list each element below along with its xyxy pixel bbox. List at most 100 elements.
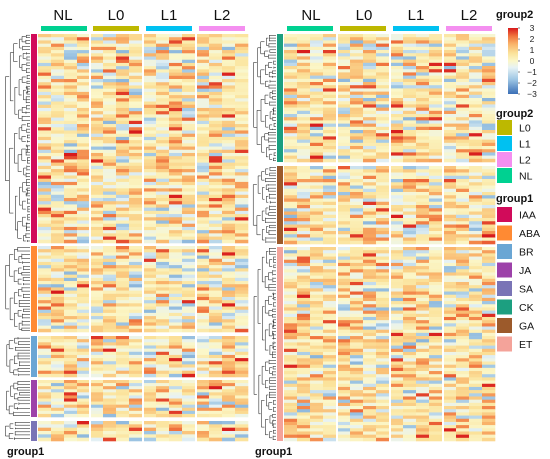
group1-swatch-br — [497, 244, 512, 259]
heatmap-cell — [443, 59, 457, 64]
heatmap-cell — [116, 194, 130, 199]
group2-swatch-l2 — [497, 152, 512, 167]
heatmap-cell — [469, 307, 483, 311]
colorscale-tick-label: 0 — [530, 56, 535, 66]
group1-swatch-et — [497, 336, 512, 352]
heatmap-cell — [103, 398, 117, 402]
heatmap-cell — [129, 152, 143, 157]
heatmap-cell — [337, 275, 351, 280]
heatmap-cell — [376, 371, 390, 375]
heatmap-cell — [222, 437, 236, 442]
heatmap-cell — [310, 82, 324, 86]
heatmap-cell — [376, 399, 390, 404]
heatmap-cell — [469, 66, 483, 70]
heatmap-cell — [297, 188, 311, 193]
heatmap-cell — [429, 85, 443, 89]
heatmap-cell — [156, 427, 170, 432]
heatmap-cell — [482, 291, 496, 295]
heatmap-cell — [129, 410, 143, 415]
heatmap-cell — [297, 266, 311, 270]
heatmap-cell — [482, 85, 496, 89]
heatmap-cell — [77, 274, 91, 279]
heatmap-cell — [456, 139, 470, 144]
heatmap-cell — [284, 275, 298, 280]
heatmap-cell — [443, 182, 457, 186]
heatmap-cell — [456, 425, 470, 429]
heatmap-cell — [222, 194, 236, 199]
heatmap-cell — [156, 437, 170, 442]
heatmap-cell — [310, 390, 324, 394]
heatmap-cell — [222, 258, 236, 263]
heatmap-cell — [143, 290, 157, 295]
heatmap-cell — [337, 34, 351, 38]
heatmap-cell — [323, 406, 337, 410]
heatmap-cell — [222, 72, 236, 77]
heatmap-cell — [209, 293, 223, 298]
heatmap-cell — [376, 166, 390, 170]
heatmap-cell — [350, 82, 364, 86]
heatmap-cell — [196, 413, 210, 418]
heatmap-cell — [196, 95, 210, 99]
heatmap-cell — [116, 271, 130, 275]
heatmap-cell — [103, 413, 117, 418]
heatmap-cell — [284, 227, 298, 232]
heatmap-cell — [284, 234, 298, 238]
heatmap-cell — [456, 326, 470, 330]
heatmap-cell — [469, 393, 483, 397]
heatmap-cell — [429, 62, 443, 67]
heatmap-cell — [390, 383, 404, 388]
heatmap-cell — [209, 252, 223, 256]
heatmap-cell — [196, 306, 210, 311]
heatmap-cell — [456, 107, 470, 112]
heatmap-cell — [337, 301, 351, 305]
heatmap-cell — [482, 158, 496, 163]
heatmap-cell — [156, 146, 170, 151]
heatmap-cell — [337, 188, 351, 193]
heatmap-cell — [416, 326, 430, 330]
heatmap-cell — [156, 342, 170, 346]
heatmap-cell — [284, 195, 298, 199]
heatmap-cell — [337, 37, 351, 41]
heatmap-cell — [323, 185, 337, 190]
heatmap-cell — [323, 383, 337, 388]
heatmap-cell — [403, 201, 417, 206]
heatmap-cell — [482, 351, 496, 356]
heatmap-cell — [482, 399, 496, 404]
heatmap-cell — [390, 418, 404, 423]
heatmap-cell — [323, 40, 337, 44]
heatmap-cell — [129, 336, 143, 340]
heatmap-cell — [323, 421, 337, 426]
heatmap-cell — [363, 211, 377, 216]
heatmap-cell — [169, 217, 183, 221]
heatmap-cell — [323, 224, 337, 229]
heatmap-cell — [169, 181, 183, 186]
heatmap-cell — [222, 274, 236, 279]
heatmap-cell — [51, 214, 65, 218]
heatmap-cell — [77, 309, 91, 314]
heatmap-cell — [169, 194, 183, 199]
heatmap-cell — [182, 88, 196, 93]
heatmap-cell — [363, 374, 377, 378]
heatmap-cell — [235, 79, 249, 83]
heatmap-cell — [284, 185, 298, 190]
heatmap-cell — [310, 402, 324, 407]
heatmap-cell — [235, 50, 249, 54]
heatmap-cell — [169, 43, 183, 48]
heatmap-cell — [376, 396, 390, 400]
heatmap-cell — [376, 434, 390, 439]
heatmap-cell — [169, 328, 183, 333]
heatmap-cell — [443, 88, 457, 92]
heatmap-cell — [129, 306, 143, 311]
heatmap-cell — [77, 59, 91, 64]
heatmap-cell — [77, 230, 91, 234]
heatmap-cell — [51, 268, 65, 272]
heatmap-cell — [416, 288, 430, 292]
heatmap-cell — [116, 75, 130, 80]
heatmap-cell — [222, 162, 236, 167]
heatmap-cell — [456, 117, 470, 121]
heatmap-cell — [284, 425, 298, 429]
heatmap-cell — [323, 69, 337, 73]
heatmap-cell — [235, 114, 249, 118]
heatmap-cell — [297, 256, 311, 261]
heatmap-cell — [143, 69, 157, 73]
